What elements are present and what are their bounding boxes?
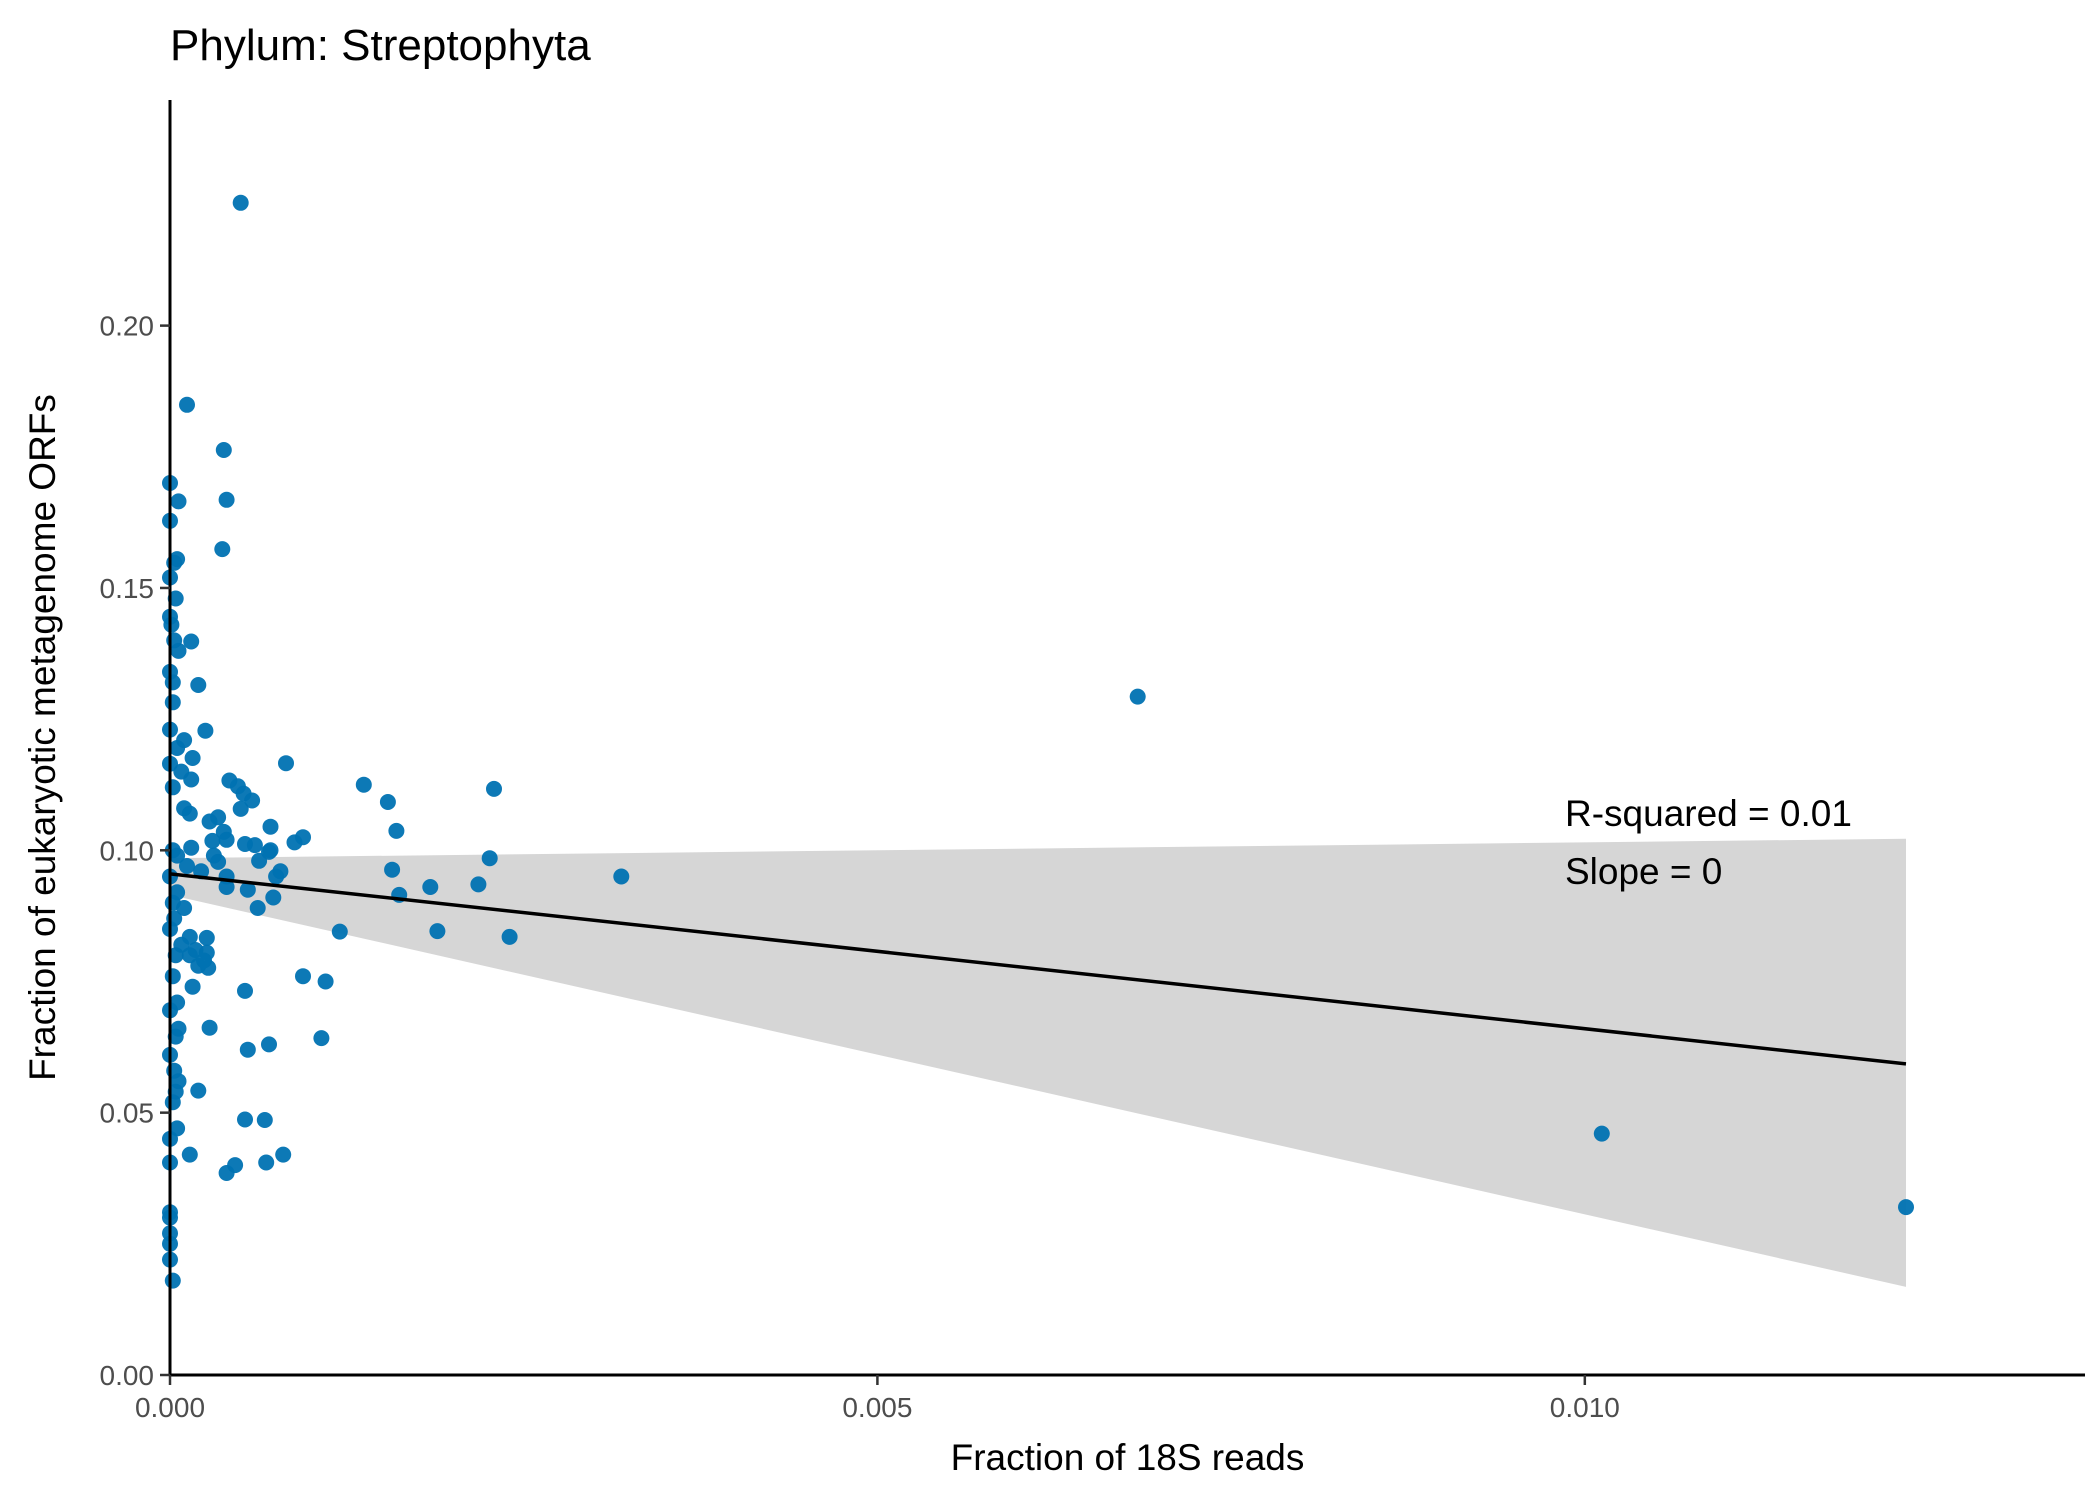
- data-point: [422, 879, 439, 895]
- data-point: [184, 750, 201, 766]
- data-point: [246, 837, 263, 854]
- y-tick-label: 0.00: [100, 1360, 155, 1391]
- x-tick-label: 0.000: [135, 1392, 205, 1423]
- data-point: [201, 1019, 218, 1036]
- data-point: [190, 1082, 207, 1099]
- data-point: [179, 858, 195, 874]
- data-point: [164, 694, 181, 711]
- y-tick-label: 0.10: [100, 835, 155, 866]
- data-point: [613, 868, 630, 885]
- data-point: [275, 1146, 292, 1163]
- data-point: [190, 677, 207, 693]
- data-point: [239, 1041, 256, 1058]
- data-point: [218, 1165, 235, 1181]
- data-point: [355, 776, 372, 793]
- data-point: [170, 642, 187, 659]
- data-point: [167, 1028, 184, 1045]
- data-point: [470, 876, 487, 893]
- confidence-ribbon-layer: [170, 838, 1906, 1287]
- data-point: [218, 491, 235, 508]
- data-point: [384, 861, 401, 878]
- data-point: [184, 978, 201, 995]
- data-point: [218, 831, 235, 848]
- data-point: [258, 1154, 275, 1171]
- y-axis-ticks: 0.00 0.05 0.10 0.15 0.20: [100, 311, 170, 1391]
- data-point: [210, 853, 227, 870]
- data-point: [179, 396, 195, 413]
- data-point: [170, 493, 187, 510]
- data-point: [197, 722, 214, 739]
- data-point: [388, 822, 405, 839]
- data-point: [183, 839, 200, 856]
- data-point: [214, 541, 231, 558]
- x-tick-label: 0.005: [842, 1392, 912, 1423]
- data-point: [164, 779, 181, 796]
- data-point: [181, 805, 198, 822]
- data-point: [218, 879, 235, 895]
- data-point: [200, 959, 217, 976]
- data-point: [164, 674, 181, 691]
- data-point: [278, 755, 294, 772]
- data-point: [239, 881, 256, 898]
- fit-line-layer: [169, 872, 1907, 1066]
- data-point: [215, 442, 232, 458]
- data-point: [295, 968, 311, 985]
- data-point: [268, 868, 285, 885]
- regression-line: [169, 872, 1907, 1066]
- data-point: [249, 900, 266, 916]
- data-point: [169, 740, 186, 756]
- data-point: [501, 928, 518, 945]
- y-tick-label: 0.05: [100, 1098, 155, 1129]
- data-point: [164, 968, 181, 985]
- data-point: [232, 800, 249, 817]
- data-point: [164, 1094, 181, 1111]
- data-point: [167, 947, 184, 964]
- data-point: [379, 794, 396, 810]
- data-point: [183, 633, 200, 650]
- data-point: [1593, 1125, 1610, 1142]
- data-point: [486, 780, 502, 797]
- data-point: [204, 832, 221, 849]
- data-point: [198, 929, 215, 946]
- data-point: [183, 771, 200, 788]
- x-tick-label: 0.010: [1550, 1392, 1620, 1423]
- y-tick-label: 0.15: [100, 573, 155, 604]
- data-point: [1898, 1199, 1914, 1216]
- data-point: [313, 1030, 330, 1047]
- data-point: [1129, 688, 1146, 705]
- data-point: [262, 842, 279, 859]
- data-point: [331, 923, 348, 940]
- data-point: [244, 792, 261, 809]
- data-point: [167, 590, 184, 607]
- data-point: [317, 973, 334, 990]
- data-point: [265, 889, 282, 906]
- data-point: [286, 834, 303, 851]
- y-axis-title: Fraction of eukaryotic metagenome ORFs: [22, 394, 63, 1081]
- data-point: [198, 944, 215, 961]
- data-point: [232, 194, 249, 211]
- x-axis-ticks: 0.000 0.005 0.010: [135, 1375, 1620, 1423]
- data-point: [237, 982, 253, 999]
- data-point: [256, 1112, 273, 1128]
- slope-annotation: Slope = 0: [1565, 851, 1722, 892]
- data-point: [481, 850, 498, 867]
- data-point: [261, 1036, 277, 1053]
- y-tick-label: 0.20: [100, 311, 155, 342]
- data-point: [262, 818, 279, 835]
- data-point: [181, 1146, 198, 1163]
- data-point: [164, 1272, 181, 1289]
- confidence-ribbon: [170, 838, 1906, 1287]
- data-point: [237, 1111, 253, 1128]
- data-point: [429, 923, 446, 940]
- data-points-layer: [162, 194, 1914, 1289]
- x-axis-title: Fraction of 18S reads: [951, 1437, 1305, 1478]
- data-point: [176, 900, 193, 916]
- r-squared-annotation: R-squared = 0.01: [1565, 793, 1852, 834]
- chart-title: Phylum: Streptophyta: [170, 21, 591, 70]
- data-point: [169, 847, 186, 864]
- data-point: [210, 809, 227, 826]
- data-point: [251, 852, 268, 869]
